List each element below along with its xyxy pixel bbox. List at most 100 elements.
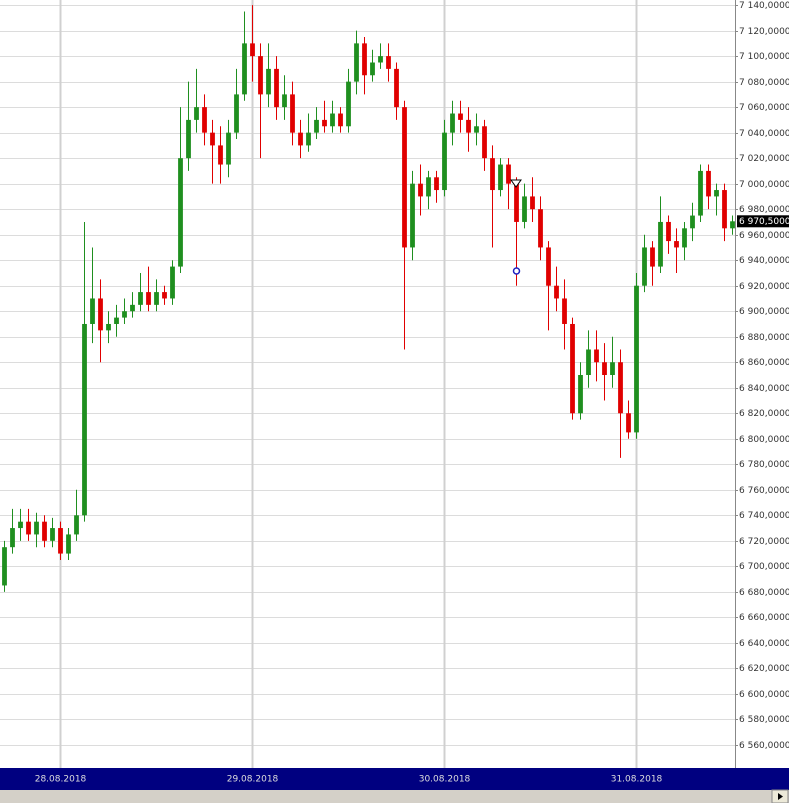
candle-body	[682, 228, 687, 248]
candle-body	[602, 362, 607, 375]
candle-body	[442, 132, 447, 191]
scrollbar[interactable]	[0, 790, 789, 803]
candle-body	[698, 170, 703, 216]
candle-body	[530, 196, 535, 210]
candle-body	[106, 323, 111, 331]
y-tick-label: 6 640,0000	[739, 639, 789, 649]
candle-body	[282, 94, 287, 108]
candle-body	[74, 515, 79, 535]
y-tick-label: 6 700,0000	[739, 562, 789, 572]
candle-body	[482, 126, 487, 159]
candle-body	[514, 183, 519, 222]
y-tick-label: 6 940,0000	[739, 256, 789, 266]
y-tick-label: 6 620,0000	[739, 664, 789, 674]
candle-body	[266, 68, 271, 95]
candle-body	[82, 323, 87, 516]
signal-marker	[510, 179, 522, 188]
candle-body	[2, 547, 7, 586]
y-tick-label: 6 560,0000	[739, 741, 789, 751]
candle-body	[674, 241, 679, 248]
candle-body	[210, 132, 215, 146]
candle-body	[114, 317, 119, 324]
candle-body	[258, 56, 263, 95]
candle-body	[306, 132, 311, 146]
candle-body	[290, 94, 295, 133]
last-price-box	[737, 215, 789, 228]
candle-body	[170, 266, 175, 299]
x-tick-label: 29.08.2018	[227, 775, 279, 785]
candle-body	[370, 62, 375, 76]
candle-body	[122, 311, 127, 318]
last-price-label: 6 970,5000	[739, 217, 789, 227]
candle-body	[314, 119, 319, 133]
candle-body	[626, 413, 631, 433]
candle-body	[202, 107, 207, 133]
y-tick-label: 6 680,0000	[739, 588, 789, 598]
y-tick-label: 6 840,0000	[739, 384, 789, 394]
y-tick-label: 6 800,0000	[739, 435, 789, 445]
candle-body	[546, 247, 551, 286]
candle-body	[146, 292, 151, 305]
y-tick-label: 6 660,0000	[739, 613, 789, 623]
candle-body	[362, 43, 367, 76]
candle-body	[426, 177, 431, 197]
y-tick-label: 6 600,0000	[739, 690, 789, 700]
candle-body	[498, 164, 503, 191]
candle-body	[690, 215, 695, 229]
candle-body	[714, 190, 719, 197]
candle-body	[330, 113, 335, 127]
candle-body	[418, 183, 423, 197]
candle-body	[650, 247, 655, 267]
candle-body	[242, 43, 247, 95]
candle-body	[322, 119, 327, 127]
candle-body	[26, 521, 31, 535]
y-tick-label: 7 080,0000	[739, 78, 789, 88]
candle-body	[434, 177, 439, 191]
candle-body	[178, 158, 183, 267]
candle-body	[730, 221, 735, 229]
date-bar	[0, 768, 789, 790]
candle-body	[586, 349, 591, 375]
candle-body	[394, 68, 399, 108]
x-tick-label: 31.08.2018	[611, 775, 663, 785]
candle-body	[538, 209, 543, 248]
y-tick-label: 6 720,0000	[739, 537, 789, 547]
candle-body	[338, 113, 343, 127]
candle-body	[154, 292, 159, 305]
candle-body	[402, 107, 407, 248]
candle-body	[706, 170, 711, 197]
candle-body	[642, 247, 647, 286]
candle-body	[66, 534, 71, 554]
candle-body	[490, 158, 495, 191]
candle-body	[474, 126, 479, 133]
candle-body	[378, 56, 383, 63]
y-tick-label: 6 920,0000	[739, 282, 789, 292]
candle-body	[250, 43, 255, 57]
y-tick-label: 7 140,0000	[739, 1, 789, 11]
candle-body	[42, 521, 47, 541]
y-tick-label: 7 120,0000	[739, 27, 789, 37]
candle-body	[58, 528, 63, 554]
candle-body	[570, 323, 575, 414]
candle-body	[386, 56, 391, 69]
y-tick-label: 6 980,0000	[739, 205, 789, 215]
candle-body	[562, 298, 567, 324]
y-tick-label: 7 020,0000	[739, 154, 789, 164]
scroll-arrow	[778, 793, 783, 800]
candle-body	[34, 521, 39, 535]
grid	[0, 0, 738, 768]
candle-body	[274, 68, 279, 108]
candle-body	[98, 298, 103, 331]
x-tick-label: 28.08.2018	[35, 775, 87, 785]
y-tick-label: 6 820,0000	[739, 409, 789, 419]
signal-dot	[512, 267, 521, 275]
candle-body	[234, 94, 239, 133]
candle-body	[186, 119, 191, 159]
y-tick-label: 6 960,0000	[739, 231, 789, 241]
y-tick-label: 6 580,0000	[739, 715, 789, 725]
candle-body	[578, 375, 583, 414]
candle-body	[722, 190, 727, 229]
x-tick-label: 30.08.2018	[419, 775, 471, 785]
candle-body	[458, 113, 463, 120]
